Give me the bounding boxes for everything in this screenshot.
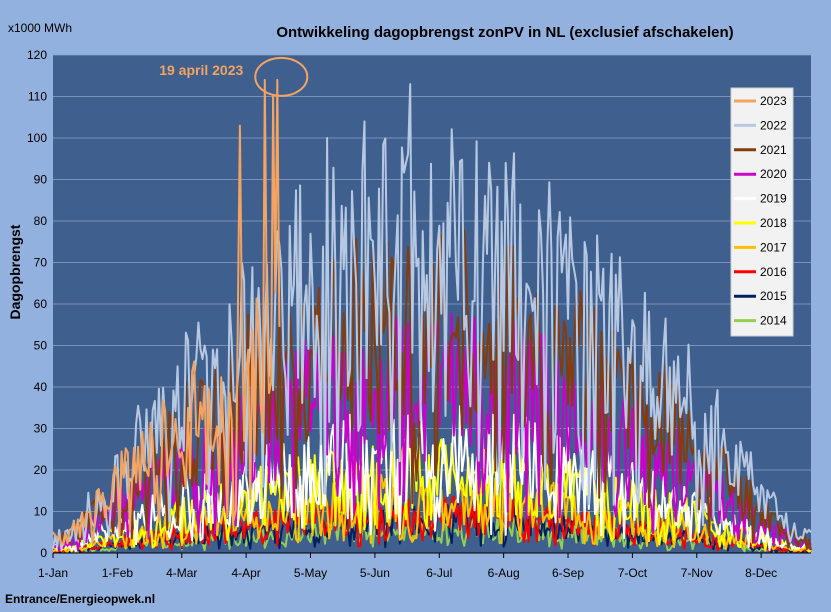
y-tick-label: 70 [34,256,48,270]
annotation-circle [254,56,309,97]
legend-label-2017: 2017 [760,240,787,254]
legend-label-2023: 2023 [760,94,787,108]
x-tick-label: 6-Aug [488,566,520,580]
series-layer [52,78,812,553]
x-tick-label: 6-Jul [426,566,452,580]
legend-label-2020: 2020 [760,167,787,181]
series-line-2022 [52,83,812,550]
legend-label-2018: 2018 [760,216,787,230]
x-tick-label: 1-Jan [38,566,68,580]
annotation: 19 april 2023 [159,56,309,97]
y-tick-label: 0 [40,546,47,560]
x-tick-label: 5-Jun [360,566,390,580]
y-tick-label: 110 [28,90,47,104]
y-tick-label: 120 [27,48,47,62]
series-line-2016 [52,495,812,553]
y-tick-label: 60 [34,297,48,311]
x-tick-label: 4-Mar [166,566,197,580]
y-tick-label: 100 [27,131,47,145]
x-tick-label: 6-Sep [552,566,584,580]
unit-label: x1000 MWh [8,21,72,35]
x-tick-label: 8-Dec [745,566,777,580]
legend-label-2022: 2022 [760,118,787,132]
y-tick-label: 20 [34,463,48,477]
axes: 0 10 20 30 40 50 60 70 80 90 100 110 120 1-Jan 1-Feb 4-… [27,48,811,580]
annotation-label: 19 april 2023 [159,62,243,78]
y-tick-label: 90 [34,173,48,187]
series-line-2019 [52,404,812,553]
chart-title: Ontwikkeling dagopbrengst zonPV in NL (e… [276,24,733,41]
x-tick-label: 1-Feb [102,566,134,580]
y-tick-label: 30 [34,422,48,436]
legend-label-2015: 2015 [760,289,787,303]
series-line-2023 [52,78,281,546]
source-credit: Entrance/Energieopwek.nl [5,592,156,606]
y-tick-label: 10 [34,505,48,519]
y-tick-label: 40 [34,380,48,394]
legend: 2023 2022 2021 2020 2019 2018 2017 2016 2015 2014 [730,87,794,337]
x-tick-label: 7-Nov [681,566,713,580]
x-tick-label: 7-Oct [618,566,648,580]
legend-label-2014: 2014 [760,314,787,328]
y-axis-label: Dagopbrengst [7,224,23,319]
legend-label-2019: 2019 [760,192,787,206]
legend-label-2016: 2016 [760,265,787,279]
y-tick-label: 80 [34,214,48,228]
x-tick-label: 5-May [294,566,327,580]
legend-label-2021: 2021 [760,143,787,157]
y-tick-label: 50 [34,339,48,353]
chart-svg: Ontwikkeling dagopbrengst zonPV in NL (e… [7,21,812,580]
x-tick-label: 4-Apr [231,566,260,580]
legend-box [730,87,794,337]
